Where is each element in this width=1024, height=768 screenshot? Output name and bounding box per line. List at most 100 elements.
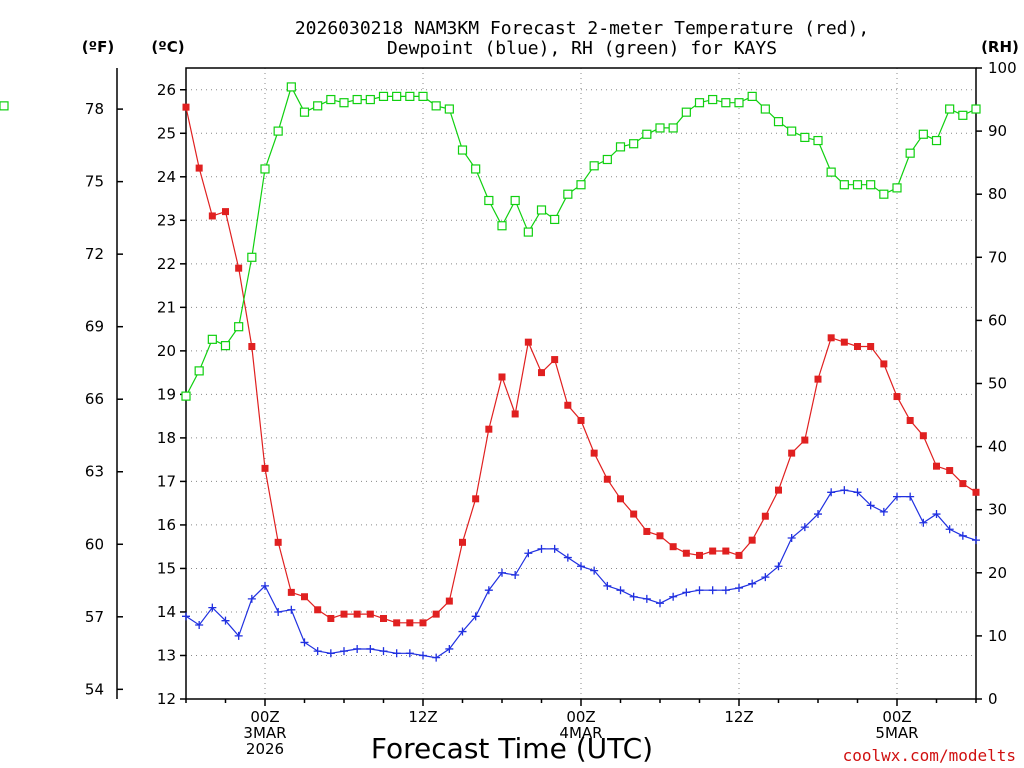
data-point [774, 562, 783, 571]
data-point [696, 551, 703, 559]
data-point [431, 101, 441, 111]
data-point [472, 495, 480, 503]
data-point [577, 562, 585, 571]
data-point [484, 586, 493, 595]
data-point [918, 129, 928, 139]
data-point [893, 492, 901, 501]
x-axis-label: Forecast Time (UTC) [371, 732, 653, 765]
data-point [958, 531, 967, 540]
fahrenheit-tick-label: 54 [85, 680, 104, 698]
fahrenheit-tick-label: 78 [85, 100, 104, 118]
fahrenheit-tick-label: 72 [85, 245, 104, 263]
data-point [195, 164, 203, 172]
data-point [959, 480, 967, 488]
data-point [946, 467, 954, 475]
data-point [247, 594, 256, 603]
data-point [353, 610, 361, 618]
data-point [590, 566, 599, 575]
data-point [616, 586, 625, 595]
data-point [617, 495, 624, 503]
data-point [234, 322, 244, 332]
data-point [511, 570, 520, 579]
data-point [538, 369, 545, 377]
data-point [801, 436, 809, 444]
data-point [656, 599, 664, 608]
data-point [866, 180, 876, 190]
data-point [261, 464, 269, 472]
data-point [577, 416, 585, 424]
data-point [314, 606, 322, 614]
rh-tick-label: 60 [988, 311, 1007, 329]
fahrenheit-axis: 54 57 60 63 66 69 72 75 78 [85, 100, 123, 698]
series-layer [0, 82, 981, 662]
data-point [906, 416, 914, 424]
fahrenheit-tick-label: 63 [85, 463, 104, 481]
celsius-tick-label: 22 [157, 255, 176, 273]
time-tick-label: 12Z [724, 708, 753, 726]
data-point [471, 164, 481, 174]
data-point [524, 549, 533, 558]
data-point [852, 180, 863, 190]
data-point [958, 110, 968, 120]
rh-tick-label: 90 [988, 122, 1007, 140]
data-point [748, 536, 756, 544]
fahrenheit-tick-label: 60 [85, 535, 104, 553]
celsius-tick-label: 21 [157, 298, 176, 316]
data-point [340, 610, 348, 618]
data-point [339, 98, 349, 108]
rh-tick-label: 30 [988, 501, 1007, 519]
data-point [459, 538, 466, 546]
data-point [681, 107, 691, 117]
data-point [274, 607, 283, 616]
data-point [182, 612, 190, 621]
data-point [893, 393, 901, 401]
data-point [867, 343, 875, 351]
data-point [892, 183, 902, 193]
fahrenheit-unit-label: (ºF) [82, 38, 114, 56]
time-tick-label: 00Z [566, 708, 595, 726]
rh-tick-label: 40 [988, 438, 1007, 456]
data-point [761, 573, 770, 582]
data-point [406, 619, 414, 627]
data-point [682, 549, 690, 557]
data-point [550, 544, 559, 553]
data-point [735, 584, 743, 593]
chart-title-line2: Dewpoint (blue), RH (green) for KAYS [387, 38, 777, 59]
rh-tick-label: 10 [988, 627, 1007, 645]
celsius-tick-label: 19 [157, 385, 176, 403]
data-point [445, 597, 453, 605]
data-point [352, 94, 362, 105]
data-point [524, 338, 532, 346]
data-point [208, 603, 217, 612]
data-point [972, 488, 980, 496]
time-tick-label: 3MAR [243, 724, 286, 742]
data-point [709, 547, 717, 555]
data-point [694, 98, 705, 108]
data-point [787, 126, 797, 136]
data-point [788, 449, 796, 457]
data-point [498, 568, 506, 577]
data-point [195, 621, 204, 630]
data-point [563, 553, 572, 562]
celsius-tick-label: 23 [157, 211, 176, 229]
data-point [734, 98, 744, 108]
data-point [945, 525, 954, 534]
data-point [445, 644, 454, 653]
data-point [234, 631, 243, 640]
data-point [589, 161, 599, 171]
data-point [787, 533, 796, 542]
data-point [656, 532, 664, 540]
data-point [379, 647, 388, 656]
data-point [708, 586, 717, 595]
celsius-unit-label: (ºC) [151, 38, 184, 56]
data-point [326, 649, 335, 658]
celsius-tick-label: 24 [157, 168, 176, 186]
celsius-tick-label: 13 [157, 646, 176, 664]
rh-unit-label: (RH) [981, 38, 1019, 56]
celsius-tick-label: 17 [157, 472, 176, 490]
data-point [551, 356, 559, 364]
data-point [760, 104, 770, 114]
data-point [747, 91, 757, 101]
title-block: 2026030218 NAM3KM Forecast 2-meter Tempe… [295, 18, 869, 59]
